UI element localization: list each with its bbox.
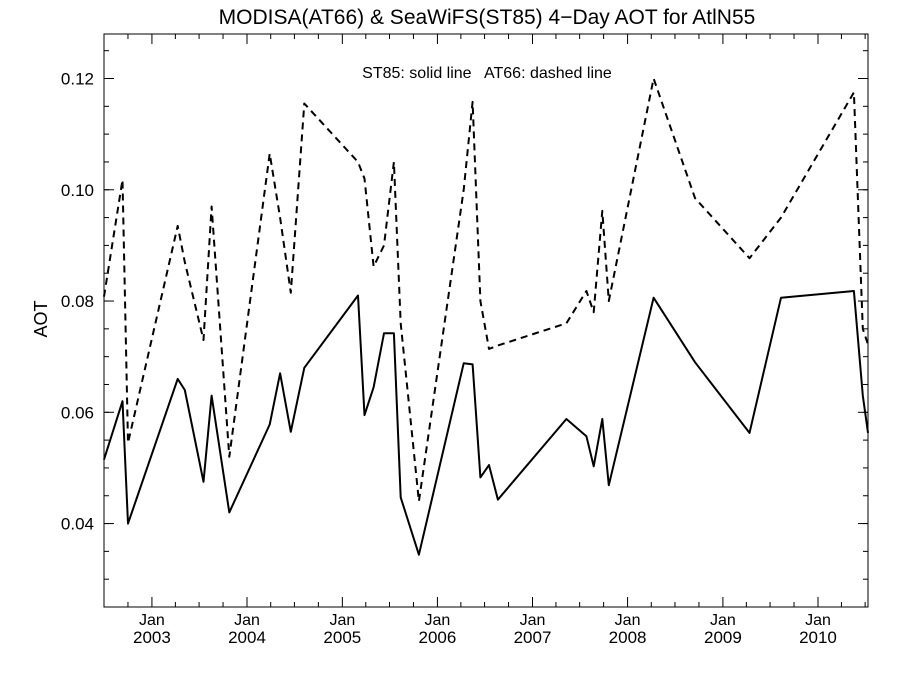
x-tick-label-month: Jan bbox=[234, 612, 260, 629]
x-tick-label-month: Jan bbox=[425, 612, 451, 629]
y-tick-label: 0.12 bbox=[61, 70, 94, 89]
x-tick-label-year: 2007 bbox=[514, 628, 552, 647]
y-tick-label: 0.10 bbox=[61, 181, 94, 200]
x-tick-label-month: Jan bbox=[139, 612, 165, 629]
x-tick-label-year: 2005 bbox=[323, 628, 361, 647]
chart-title: MODISA(AT66) & SeaWiFS(ST85) 4−Day AOT f… bbox=[219, 6, 756, 29]
axes: 0.040.060.080.100.12Jan2003Jan2004Jan200… bbox=[61, 34, 868, 647]
x-tick-label-year: 2009 bbox=[704, 628, 742, 647]
x-tick-label-year: 2006 bbox=[419, 628, 457, 647]
series-layer bbox=[103, 77, 869, 556]
x-tick-label-month: Jan bbox=[805, 612, 831, 629]
x-tick-label-month: Jan bbox=[329, 612, 355, 629]
x-tick-label-year: 2008 bbox=[609, 628, 647, 647]
x-tick-label-year: 2003 bbox=[133, 628, 171, 647]
plot-frame bbox=[103, 33, 869, 608]
y-axis-label: AOT bbox=[31, 300, 51, 337]
x-tick-label-year: 2004 bbox=[228, 628, 266, 647]
y-tick-label: 0.08 bbox=[61, 292, 94, 311]
y-tick-label: 0.04 bbox=[61, 515, 94, 534]
line-style-annotation: ST85: solid line AT66: dashed line bbox=[362, 65, 612, 82]
y-tick-label: 0.06 bbox=[61, 403, 94, 422]
x-tick-label-month: Jan bbox=[710, 612, 736, 629]
series-line-at66 bbox=[103, 77, 869, 503]
x-tick-label-month: Jan bbox=[615, 612, 641, 629]
x-tick-label-month: Jan bbox=[520, 612, 546, 629]
series-line-st85 bbox=[103, 290, 869, 556]
x-tick-label-year: 2010 bbox=[799, 628, 837, 647]
